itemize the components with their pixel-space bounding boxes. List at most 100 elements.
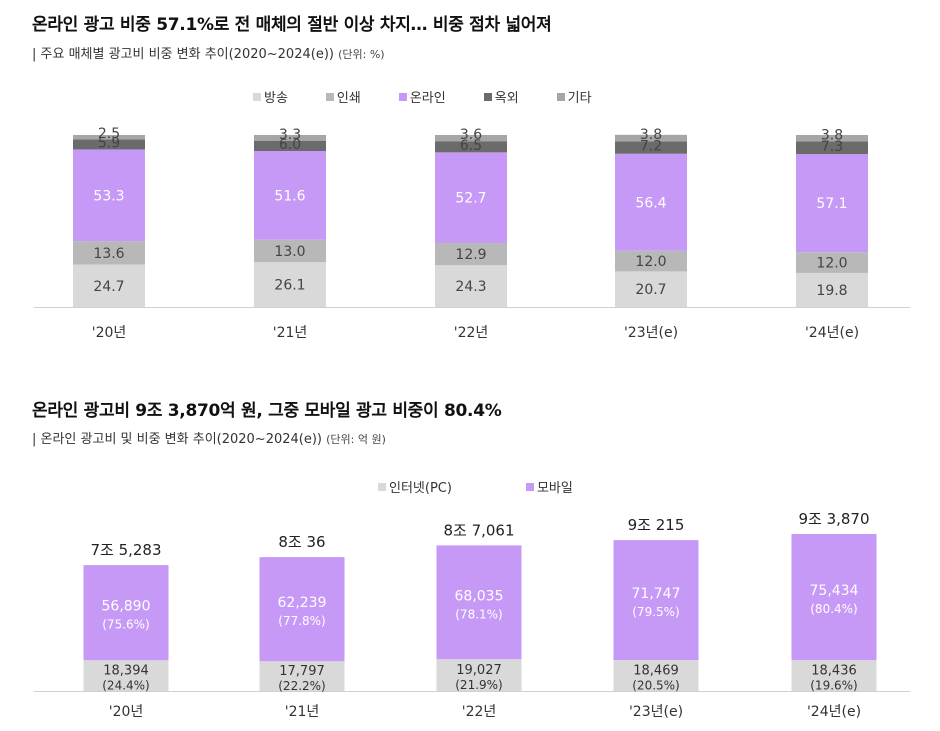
data-label: 19.8 [816,283,847,299]
chart1-subtitle-text: | 주요 매체별 광고비 비중 변화 추이(2020~2024(e)) [32,47,334,62]
data-label: 17,797 [279,664,325,679]
legend-item: 기타 [556,87,592,106]
share-label: (80.4%) [810,602,857,616]
legend-swatch [525,482,534,491]
legend-item: 모바일 [525,477,573,496]
data-label: 18,469 [633,664,679,679]
data-label: 19,027 [456,663,502,678]
bar-segment-5 [435,135,507,142]
bar-segment-1 [73,264,145,307]
total-label: 9조 215 [628,516,685,534]
legend-swatch [378,482,386,491]
bar-segment-1 [259,661,345,691]
x-tick-label: '22년 [454,325,489,341]
bar-segment-2 [791,534,877,661]
bar-segment-2 [615,250,687,272]
bar-segment-1 [83,660,169,691]
share-label: (22.2%) [278,679,325,693]
share-label: (79.5%) [632,605,679,619]
legend-label: 인쇄 [336,91,361,106]
data-label: 13.0 [274,244,305,260]
share-label: (77.8%) [278,614,325,628]
x-tick-label: '22년 [462,704,497,720]
bar-segment-4 [73,139,145,150]
data-label: 20.7 [635,282,666,298]
share-label: (24.4%) [102,679,149,693]
legend-item: 옥외 [483,87,519,106]
total-label: 7조 5,283 [90,541,161,559]
bar-segment-2 [83,565,169,661]
legend-label: 온라인 [409,91,446,106]
data-label: 68,035 [455,588,504,604]
data-label: 51.6 [274,188,305,204]
bar-segment-3 [615,153,687,251]
share-label: (21.9%) [455,678,502,692]
chart2-legend: 인터넷(PC) 모바일 [378,477,573,496]
bar-segment-2 [435,243,507,266]
bar-segment-4 [796,141,868,155]
data-label: 75,434 [810,583,859,599]
data-label: 3.3 [279,127,301,143]
legend-label: 옥외 [494,91,519,106]
total-label: 8조 7,061 [443,521,514,539]
data-label: 13.6 [93,246,124,262]
data-label: 3.6 [460,127,482,143]
data-label: 7.2 [640,139,662,155]
data-label: 57.1 [816,196,847,212]
chart1-title: 온라인 광고 비중 57.1%로 전 매체의 절반 이상 차지… 비중 점차 넓… [32,15,552,35]
x-tick-label: '20년 [92,325,127,341]
data-label: 53.3 [93,188,124,204]
bar-segment-5 [73,135,145,140]
bar-segment-1 [436,659,522,691]
share-label: (19.6%) [810,679,857,693]
bar-segment-4 [435,141,507,153]
data-label: 12.0 [635,254,666,270]
legend-label: 방송 [264,91,288,106]
bar-segment-1 [615,271,687,307]
data-label: 26.1 [274,278,305,294]
data-label: 56.4 [635,195,666,211]
chart1-unit: (단위: %) [338,48,385,61]
data-label: 6.5 [460,138,482,154]
data-label: 24.7 [93,279,124,295]
share-label: (75.6%) [102,618,149,632]
x-tick-label: '23년(e) [624,325,678,341]
bar-segment-3 [796,154,868,253]
data-label: 12.0 [816,256,847,272]
x-tick-label: '24년(e) [805,325,859,341]
chart2-unit: (단위: 억 원) [326,433,386,446]
bar-segment-5 [796,135,868,142]
data-label: 52.7 [455,191,486,207]
data-label: 56,890 [102,599,151,615]
chart1-subtitle: | 주요 매체별 광고비 비중 변화 추이(2020~2024(e)) (단위:… [32,43,385,62]
data-label: 5.9 [98,135,120,151]
legend-label: 기타 [567,91,592,106]
share-label: (78.1%) [455,607,502,621]
bar-segment-4 [254,140,326,151]
legend-item: 인터넷(PC) [378,477,452,496]
bar-segment-5 [615,134,687,142]
x-tick-label: '21년 [285,704,320,720]
legend-label: 인터넷(PC) [389,481,452,496]
data-label: 24.3 [455,279,486,295]
total-label: 9조 3,870 [798,510,869,528]
bar-segment-2 [73,241,145,265]
chart2-title: 온라인 광고비 9조 3,870억 원, 그중 모바일 광고 비중이 80.4% [32,401,502,421]
data-label: 3.8 [821,127,843,143]
x-tick-label: '21년 [273,325,308,341]
bar-segment-2 [796,252,868,273]
bar-segment-2 [436,545,522,660]
total-label: 8조 36 [278,533,325,551]
legend-item: 방송 [253,87,288,106]
bar-segment-1 [435,265,507,307]
bar-segment-3 [73,149,145,242]
bar-segment-3 [435,152,507,244]
bar-segment-1 [254,262,326,307]
bar-segment-1 [613,660,699,691]
x-tick-label: '20년 [109,704,144,720]
x-tick-label: '24년(e) [807,704,861,720]
data-label: 18,436 [811,664,857,679]
legend-swatch [398,92,407,101]
chart2-plot: 18,394(24.4%) 56,890 (75.6%) 7조 5,283 '20년 17… [34,510,910,720]
share-label: (20.5%) [632,679,679,693]
